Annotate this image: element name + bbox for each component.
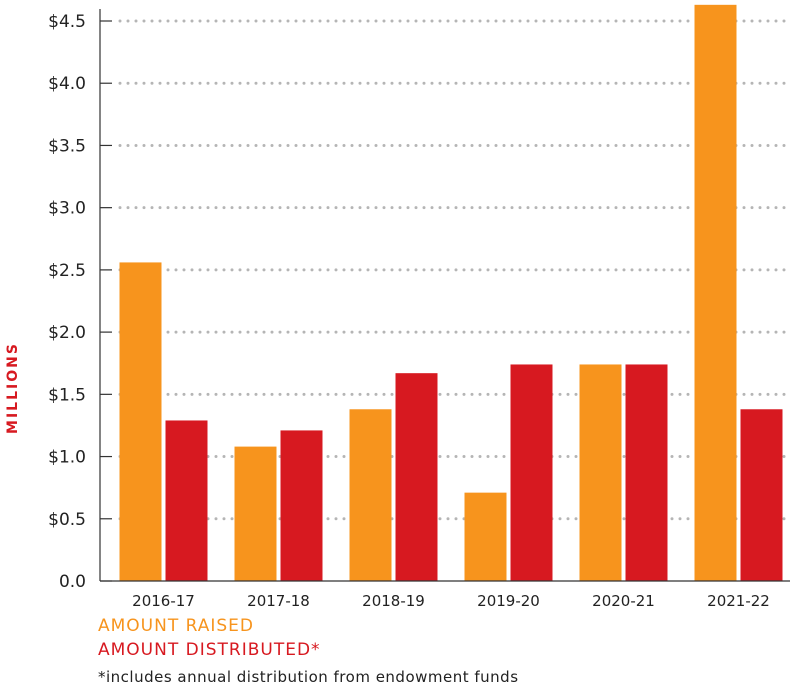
y-tick-label: $4.0 — [48, 74, 86, 94]
bar-distributed-2020-21 — [625, 364, 668, 581]
y-tick-label: $3.0 — [48, 199, 86, 219]
x-tick-label: 2019-20 — [477, 592, 540, 610]
bar-raised-2017-18 — [234, 446, 277, 581]
y-tick-label: $1.5 — [48, 385, 86, 405]
bar-raised-2021-22 — [694, 4, 737, 582]
y-axis-ticks: 0.0 $0.5 $1.0 $1.5 $2.0 $2.5 $3.0 $3.5 $4.0 $4.5 — [48, 12, 112, 592]
y-axis-label: MILLIONS — [5, 342, 21, 434]
y-tick-label: $4.5 — [48, 12, 86, 32]
bar-raised-2018-19 — [349, 409, 392, 581]
y-tick-label: $3.5 — [48, 136, 86, 156]
x-tick-label: 2020-21 — [592, 592, 655, 610]
y-tick-label: $2.0 — [48, 323, 86, 343]
x-tick-label: 2016-17 — [132, 592, 195, 610]
bar-distributed-2021-22 — [740, 409, 783, 581]
y-tick-label: $2.5 — [48, 261, 86, 281]
bar-distributed-2019-20 — [510, 364, 553, 581]
bars — [119, 4, 783, 582]
bar-raised-2019-20 — [464, 492, 507, 581]
bar-distributed-2017-18 — [280, 430, 323, 581]
bar-distributed-2016-17 — [165, 420, 208, 581]
y-tick-label: $0.5 — [48, 510, 86, 530]
bar-raised-2016-17 — [119, 262, 162, 581]
legend-amount-distributed: AMOUNT DISTRIBUTED* — [98, 640, 321, 660]
x-tick-label: 2021-22 — [707, 592, 770, 610]
bar-chart: 0.0$0.5$1.0$1.5$2.0$2.5$3.0$3.5$4.0$4.5 … — [5, 4, 792, 610]
bar-raised-2020-21 — [579, 364, 622, 581]
bar-distributed-2018-19 — [395, 373, 438, 581]
y-tick-label: $1.0 — [48, 448, 86, 468]
legend-amount-raised: AMOUNT RAISED — [98, 616, 255, 636]
x-axis-ticks: 2016-17 2017-18 2018-19 2019-20 2020-21 2021-… — [132, 592, 770, 610]
x-tick-label: 2018-19 — [362, 592, 425, 610]
x-tick-label: 2017-18 — [247, 592, 310, 610]
gridlines — [118, 19, 792, 521]
footnote: *includes annual distribution from endow… — [98, 668, 519, 686]
y-tick-label: 0.0 — [59, 572, 86, 592]
